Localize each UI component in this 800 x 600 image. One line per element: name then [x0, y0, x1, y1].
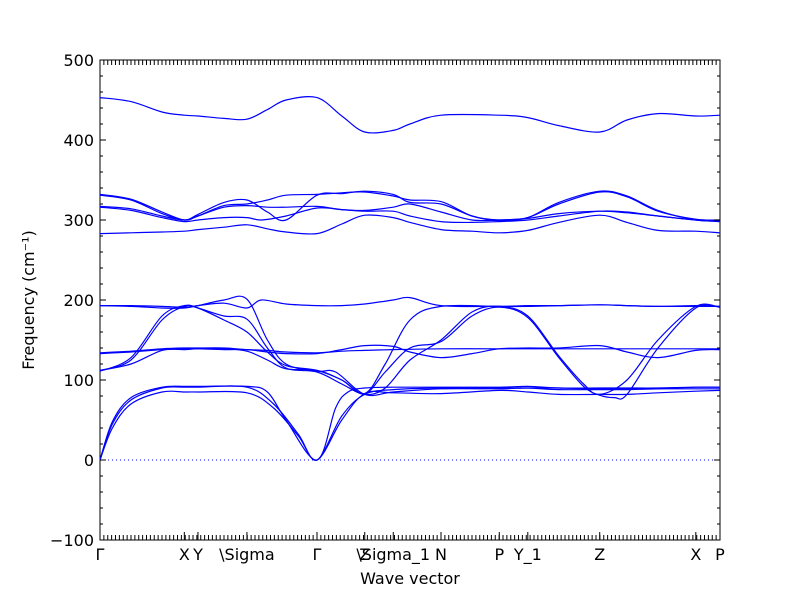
- y-tick-label: −100: [50, 531, 94, 550]
- y-tick-label: 100: [63, 371, 94, 390]
- band-16: [99, 95, 721, 134]
- y-tick-label: 0: [84, 451, 94, 470]
- band-1: [99, 389, 721, 461]
- x-symmetry-label: N: [435, 545, 447, 564]
- x-symmetry-label: Y: [192, 545, 203, 564]
- band-15: [99, 191, 721, 221]
- x-symmetry-label: Z: [594, 545, 605, 564]
- x-symmetry-label: Z: [359, 545, 370, 564]
- x-symmetry-label: P: [715, 545, 725, 564]
- phonon-bands: [99, 95, 721, 461]
- y-tick-label: 500: [63, 51, 94, 70]
- x-symmetry-label: X: [179, 545, 190, 564]
- x-symmetry-label: P: [494, 545, 504, 564]
- band-3: [99, 385, 721, 461]
- y-axis-ticks: −100 0 100 200 300 400 500: [50, 51, 720, 550]
- band-14: [99, 190, 721, 222]
- y-axis-label: Frequency (cm⁻¹): [19, 230, 38, 369]
- x-symmetry-label: \Sigma: [219, 545, 275, 564]
- x-symmetry-label: \Sigma_1: [356, 545, 430, 565]
- y-tick-label: 400: [63, 131, 94, 150]
- band-10: [99, 296, 720, 309]
- x-symmetry-label: Γ: [313, 545, 322, 564]
- x-symmetry-label: X: [690, 545, 701, 564]
- x-axis-label: Wave vector: [360, 569, 460, 588]
- band-11: [99, 214, 721, 235]
- band-8: [99, 347, 720, 354]
- y-tick-label: 200: [63, 291, 94, 310]
- x-symmetry-label: Y_1: [513, 545, 542, 565]
- plot-area: [99, 59, 721, 541]
- x-axis-ticks: Γ X Y \Sigma Γ Z\Sigma_1 N P Y_1 Z X P: [96, 60, 725, 565]
- x-symmetry-label: Γ: [96, 545, 105, 564]
- band-5: [99, 304, 721, 400]
- y-tick-label: 300: [63, 211, 94, 230]
- band-2: [99, 385, 721, 461]
- band-7: [99, 344, 721, 359]
- plot-frame: [99, 59, 721, 541]
- band-12: [99, 206, 721, 224]
